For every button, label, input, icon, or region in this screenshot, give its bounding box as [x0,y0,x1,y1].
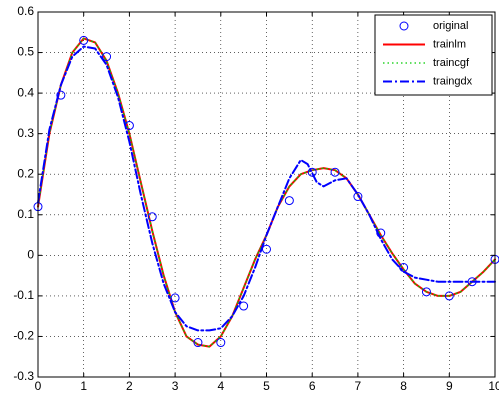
y-tick-label: 0.4 [17,85,34,99]
legend: original trainlm traincgf traingdx [374,14,493,96]
data-point-original [193,338,203,348]
legend-label-traingdx: traingdx [433,75,473,87]
data-point-original [376,228,386,238]
y-tick-label: 0.3 [17,126,34,140]
x-tick-label: 1 [80,379,87,393]
y-tick-label: -0.2 [13,329,34,343]
data-point-original [444,291,454,301]
x-tick-label: 6 [309,379,316,393]
data-point-original [421,287,431,297]
series-line-traingdx [37,45,496,332]
legend-marker-original [399,21,409,31]
x-tick-label: 5 [263,379,270,393]
data-point-original [147,212,157,222]
data-point-original [353,192,363,202]
x-tick-label: 2 [126,379,133,393]
y-tick-label: -0.3 [13,369,34,383]
x-tick-label: 10 [488,379,499,393]
data-point-original [56,90,66,100]
y-tick-label: -0.1 [13,288,34,302]
y-tick-label: 0.2 [17,166,34,180]
data-point-original [124,121,134,131]
y-tick-label: 0.6 [17,4,34,18]
data-point-original [307,167,317,177]
legend-label-trainlm: trainlm [433,38,466,50]
y-tick-label: 0.1 [17,207,34,221]
grid [38,12,495,377]
data-point-original [467,277,477,287]
axis-ticks: 0 1 2 3 4 5 6 7 8 9 10 0.6 0.5 0.4 0.3 0.2 0.1 0 -0.1 -0.2 -… [13,4,499,393]
data-point-original [399,263,409,272]
x-tick-label: 3 [172,379,179,393]
x-tick-label: 7 [355,379,362,393]
y-tick-label: 0 [27,248,34,262]
legend-label-traincgf: traincgf [433,57,470,69]
data-point-original [330,167,340,177]
legend-box [374,14,493,96]
data-point-original [262,244,271,254]
data-point-original [170,293,180,303]
y-tick-label: 0.5 [17,45,34,59]
data-point-original [102,52,112,62]
data-point-original [216,338,226,348]
x-tick-label: 4 [217,379,224,393]
data-point-original [239,301,249,311]
data-point-original [79,35,89,45]
x-tick-label: 0 [35,379,42,393]
data-point-original [284,196,294,206]
x-tick-label: 9 [446,379,453,393]
x-tick-label: 8 [400,379,407,393]
legend-label-original: original [433,20,468,32]
